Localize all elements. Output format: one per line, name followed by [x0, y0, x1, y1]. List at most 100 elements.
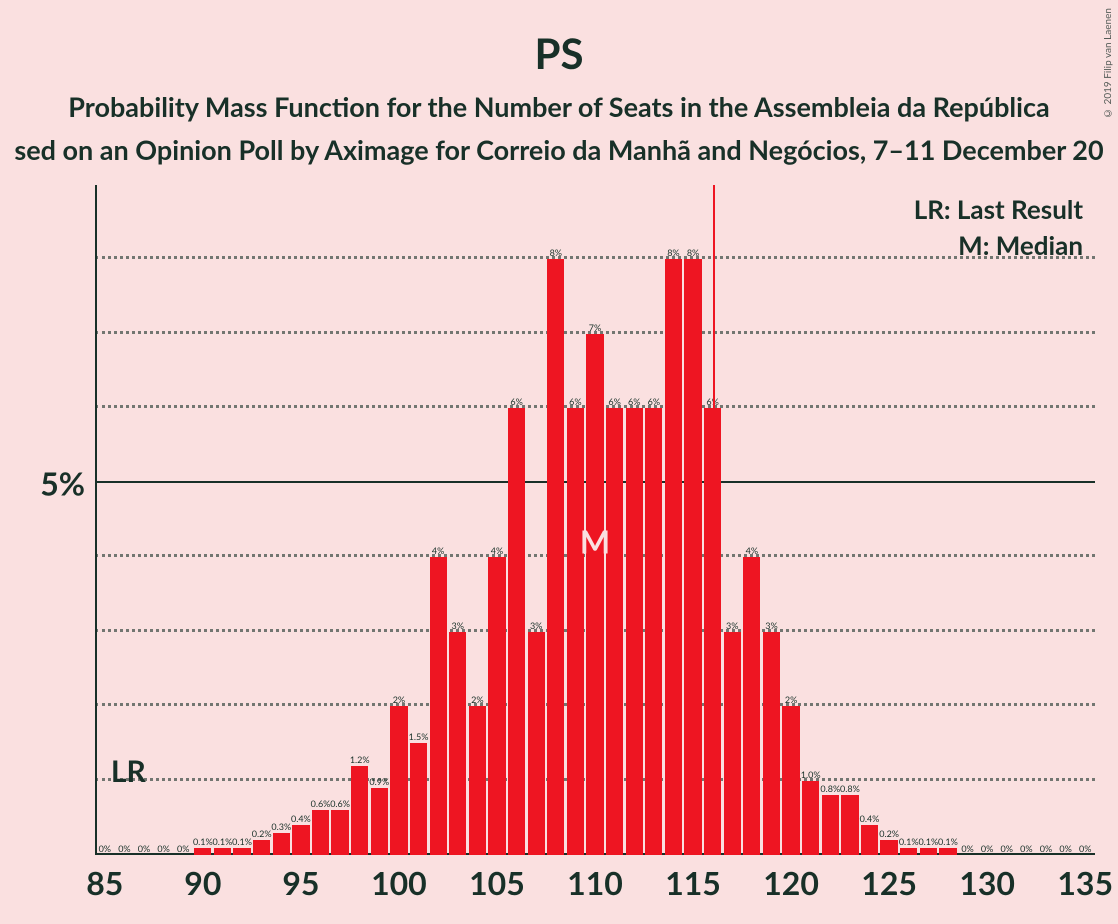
bar-value-label: 0.6% — [330, 798, 350, 810]
bar: 2% — [782, 706, 799, 855]
bar-value-label: 2% — [785, 694, 797, 706]
bar-value-label: 4% — [491, 545, 503, 557]
bar-value-label: 0.9% — [369, 776, 389, 788]
bar-value-label: 2% — [471, 694, 483, 706]
bar-value-label: 0.4% — [291, 813, 311, 825]
bar: 0.8% — [822, 795, 839, 855]
bar: 6% — [626, 408, 643, 855]
bar-value-label: 0.1% — [918, 836, 938, 848]
bar-value-label: 8% — [550, 247, 562, 259]
bar-value-label: 8% — [667, 247, 679, 259]
bar-value-label: 4% — [432, 545, 444, 557]
chart-title: PS — [0, 28, 1118, 78]
bar-value-label: 0.8% — [840, 783, 860, 795]
x-axis-tick-label: 90 — [184, 855, 221, 902]
bar: 0.6% — [331, 810, 348, 855]
bar: 3% — [763, 632, 780, 855]
x-axis-tick-label: 130 — [959, 855, 1015, 902]
bar: 0.2% — [880, 840, 897, 855]
bar: 0.2% — [253, 840, 270, 855]
y-axis-tick-label: 5% — [40, 463, 95, 502]
bar-value-label: 0.1% — [938, 836, 958, 848]
bar-value-label: 3% — [530, 620, 542, 632]
bar: 0.1% — [920, 848, 937, 855]
bar-value-label: 0% — [177, 843, 189, 855]
bar: 0.8% — [841, 795, 858, 855]
bar: 0.4% — [292, 825, 309, 855]
x-axis-tick-label: 120 — [763, 855, 819, 902]
bar-value-label: 0.4% — [860, 813, 880, 825]
bar-value-label: 2% — [393, 694, 405, 706]
y-axis — [95, 185, 97, 855]
bar-value-label: 6% — [648, 396, 660, 408]
bar-value-label: 0% — [1001, 843, 1013, 855]
bar-value-label: 3% — [765, 620, 777, 632]
bar: 1.2% — [351, 766, 368, 855]
x-axis-tick-label: 115 — [665, 855, 721, 902]
legend: LR: Last Result M: Median — [914, 193, 1083, 265]
bar-value-label: 0.1% — [193, 836, 213, 848]
lr-marker-label: LR — [111, 753, 146, 789]
bar-value-label: 6% — [608, 396, 620, 408]
bar-value-label: 3% — [726, 620, 738, 632]
bar: 0.1% — [194, 848, 211, 855]
x-axis-tick-label: 95 — [282, 855, 319, 902]
bar-value-label: 0.1% — [213, 836, 233, 848]
grid-line — [95, 256, 1095, 259]
bar: 2% — [469, 706, 486, 855]
bar: 1.5% — [410, 743, 427, 855]
bar: 0.6% — [312, 810, 329, 855]
bar: 8% — [684, 259, 701, 855]
bar: 0.1% — [900, 848, 917, 855]
bar-value-label: 1.2% — [350, 754, 370, 766]
bar: 0.1% — [233, 848, 250, 855]
bar: 2% — [390, 706, 407, 855]
bar-value-label: 1.0% — [801, 769, 821, 781]
bar: 6% — [606, 408, 623, 855]
bar-value-label: 0.1% — [232, 836, 252, 848]
bar-value-label: 6% — [628, 396, 640, 408]
bar: 3% — [528, 632, 545, 855]
bar: 0.3% — [273, 833, 290, 855]
bar: 8% — [665, 259, 682, 855]
bar-value-label: 6% — [569, 396, 581, 408]
bar-value-label: 6% — [510, 396, 522, 408]
bar: 0.1% — [214, 848, 231, 855]
median-marker-label: M — [580, 521, 610, 560]
bar: 1.0% — [802, 781, 819, 855]
bar-value-label: 4% — [746, 545, 758, 557]
x-axis-tick-label: 85 — [86, 855, 123, 902]
bar: 6% — [645, 408, 662, 855]
bar-value-label: 0.2% — [252, 828, 272, 840]
bar-value-label: 0% — [99, 843, 111, 855]
bar-value-label: 1.5% — [409, 731, 429, 743]
x-axis-tick-label: 125 — [861, 855, 917, 902]
bar-value-label: 0.1% — [899, 836, 919, 848]
bar-value-label: 0% — [1020, 843, 1032, 855]
bar-value-label: 7% — [589, 322, 601, 334]
bar-value-label: 0% — [1079, 843, 1091, 855]
bar: 0.1% — [939, 848, 956, 855]
bar: 4% — [430, 557, 447, 855]
bar: 6% — [567, 408, 584, 855]
bar: 7% — [586, 334, 603, 855]
bar: 4% — [743, 557, 760, 855]
bar: 3% — [724, 632, 741, 855]
bar-value-label: 0% — [138, 843, 150, 855]
bar-value-label: 0% — [118, 843, 130, 855]
bar-value-label: 0% — [1040, 843, 1052, 855]
chart-subtitle-2: sed on an Opinion Poll by Aximage for Co… — [0, 133, 1118, 166]
bar: 6% — [508, 408, 525, 855]
copyright-text: © 2019 Filip van Laenen — [1102, 8, 1114, 119]
bar-value-label: 8% — [687, 247, 699, 259]
bar: 0.4% — [861, 825, 878, 855]
bar-value-label: 0% — [157, 843, 169, 855]
legend-lr: LR: Last Result — [914, 193, 1083, 225]
bar: 4% — [488, 557, 505, 855]
bar-value-label: 0% — [1059, 843, 1071, 855]
bar-value-label: 0.8% — [820, 783, 840, 795]
bar: 8% — [547, 259, 564, 855]
x-axis-tick-label: 105 — [469, 855, 525, 902]
x-axis-tick-label: 100 — [371, 855, 427, 902]
bar: 3% — [449, 632, 466, 855]
